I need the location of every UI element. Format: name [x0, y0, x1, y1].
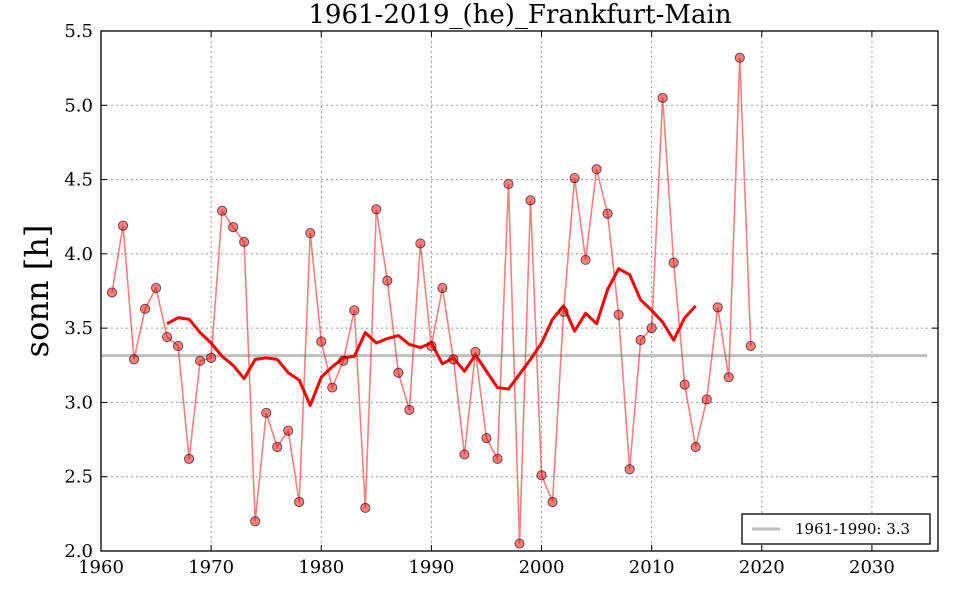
annual-data-point: [393, 367, 404, 378]
x-tick-label: 1960: [78, 557, 124, 578]
annual-data-point: [668, 257, 679, 268]
annual-data-point: [635, 334, 646, 346]
annual-data-point: [525, 195, 536, 206]
annual-data-point: [172, 340, 184, 352]
x-tick-label: 1990: [408, 557, 454, 578]
annual-data-point: [184, 453, 195, 464]
annual-data-point: [646, 323, 657, 334]
annual-data-point: [437, 282, 448, 294]
plot-frame: [100, 30, 939, 552]
annual-data-point: [206, 352, 217, 363]
annual-data-point: [547, 496, 558, 508]
annual-data-point: [117, 220, 129, 231]
annual-data-point: [150, 282, 162, 294]
annual-data-point: [679, 379, 690, 390]
y-tick-label: 4.5: [64, 170, 93, 191]
annual-data-point: [712, 302, 723, 313]
annual-data-point: [106, 287, 118, 298]
annual-data-point: [503, 178, 514, 190]
axis-ticks: 1960 1970 1980 1990 2000 2010 2020 2030 2.0 2.5 3.…: [64, 21, 938, 578]
annual-data-point: [734, 52, 745, 63]
annual-data-point: [371, 204, 382, 215]
y-tick-label: 2.5: [64, 467, 93, 488]
annual-data-point: [305, 227, 316, 239]
annual-data-point: [558, 306, 569, 317]
annual-data-point: [338, 355, 349, 366]
annual-data-point: [316, 336, 327, 347]
annual-data-point: [195, 355, 206, 366]
annual-data-point: [624, 464, 635, 475]
chart-title: 1961-2019_(he)_Frankfurt-Main: [308, 0, 731, 30]
annual-data-point: [690, 441, 701, 453]
legend: 1961-1990: 3.3: [741, 513, 931, 545]
annual-data-point: [723, 372, 734, 383]
annual-data-point: [404, 404, 415, 415]
annual-data-point: [426, 340, 437, 352]
annual-data-point: [139, 303, 151, 314]
annual-data-point: [239, 236, 250, 248]
annual-data-point: [492, 453, 503, 464]
y-axis-label: sonn [h]: [18, 225, 56, 358]
annual-data-point: [569, 172, 580, 184]
annual-data-point: [349, 305, 360, 316]
annual-data-point: [360, 502, 371, 514]
annual-data-point: [272, 441, 283, 453]
annual-data-point: [327, 382, 338, 393]
annual-data-point: [448, 354, 459, 365]
x-tick-label: 2000: [519, 557, 565, 578]
x-tick-label: 2010: [629, 557, 675, 578]
annual-data-point: [128, 354, 140, 365]
annual-data-point: [745, 340, 756, 352]
annual-data-point: [470, 346, 481, 358]
x-tick-label: 1980: [298, 557, 344, 578]
y-tick-label: 5.5: [64, 21, 93, 42]
y-tick-label: 5.0: [64, 95, 93, 116]
grid-lines: [101, 31, 938, 551]
annual-data-point: [217, 205, 228, 216]
annual-data-point: [701, 394, 712, 405]
annual-data-point: [591, 164, 602, 175]
series-layer: [106, 52, 756, 549]
annual-series-line: [111, 57, 752, 544]
annual-data-point: [382, 275, 393, 286]
annual-data-point: [514, 538, 525, 549]
x-tick-label: 1970: [188, 557, 234, 578]
legend-baseline-label: 1961-1990: 3.3: [795, 520, 910, 538]
y-tick-label: 4.0: [64, 244, 93, 265]
x-tick-label: 2020: [739, 557, 785, 578]
y-tick-label: 2.0: [64, 541, 93, 562]
annual-data-point: [261, 407, 272, 418]
annual-data-point: [580, 254, 591, 265]
annual-data-point: [481, 432, 492, 444]
x-tick-label: 2030: [849, 557, 895, 578]
annual-data-point: [228, 222, 239, 233]
annual-data-point: [415, 238, 426, 249]
y-tick-label: 3.0: [64, 392, 93, 413]
annual-data-point: [657, 92, 668, 103]
annual-data-point: [602, 208, 613, 219]
annual-data-point: [536, 470, 547, 481]
annual-data-point: [161, 331, 173, 343]
y-tick-label: 3.5: [64, 318, 93, 339]
annual-data-point: [613, 309, 624, 320]
annual-data-point: [459, 449, 470, 460]
annual-data-point: [250, 516, 261, 527]
annual-data-point: [283, 425, 294, 436]
annual-data-point: [294, 496, 305, 508]
